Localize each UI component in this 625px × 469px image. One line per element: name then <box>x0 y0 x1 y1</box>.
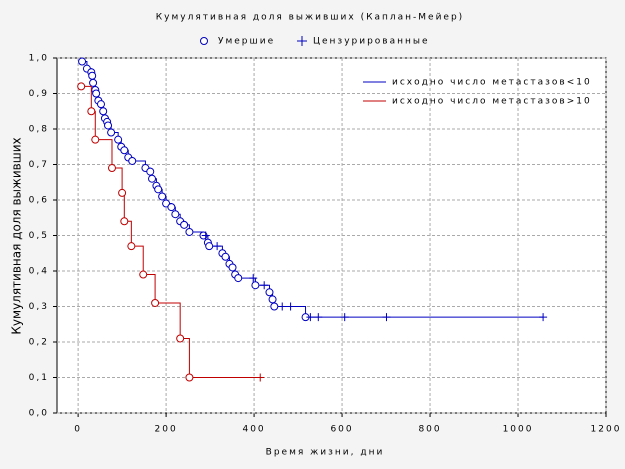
event-marker <box>265 288 274 297</box>
y-axis-label: Кумулятивная доля выживших <box>10 137 24 334</box>
x-tick-label: 400 <box>242 425 265 435</box>
y-tick-label: 0,7 <box>29 160 49 170</box>
event-marker <box>185 373 194 382</box>
event-marker <box>118 188 127 197</box>
event-marker <box>114 135 123 144</box>
y-tick-label: 0,1 <box>29 373 49 383</box>
censored-marker <box>201 231 210 240</box>
event-marker <box>88 71 97 80</box>
event-marker <box>158 192 167 201</box>
y-tick-label: 0,6 <box>29 196 49 206</box>
event-marker <box>154 185 163 194</box>
legend-label: исходно число метастазов<10 <box>392 78 592 88</box>
x-tick-label: 0 <box>74 425 82 435</box>
censored-marker <box>382 313 391 322</box>
x-tick-label: 1200 <box>591 425 622 435</box>
event-marker <box>146 167 155 176</box>
event-marker <box>107 164 116 173</box>
y-tick-label: 1,0 <box>29 54 49 64</box>
y-tick-label: 0,3 <box>29 302 49 312</box>
censored-marker <box>278 302 287 311</box>
event-marker <box>139 270 148 279</box>
event-marker <box>92 89 101 98</box>
event-marker <box>96 100 105 109</box>
event-marker <box>87 107 96 116</box>
event-marker <box>171 210 180 219</box>
step <box>155 302 181 339</box>
event-marker <box>107 128 116 137</box>
censored-marker <box>306 313 315 322</box>
censored-marker <box>286 302 295 311</box>
x-tick-label: 800 <box>418 425 441 435</box>
event-marker <box>89 78 98 87</box>
censored-marker <box>256 373 265 382</box>
event-marker <box>221 252 230 261</box>
event-marker <box>120 217 129 226</box>
x-tick-label: 200 <box>155 425 178 435</box>
event-marker <box>120 146 129 155</box>
event-marker <box>77 82 86 91</box>
event-marker <box>128 156 137 165</box>
y-tick-label: 0,5 <box>29 231 49 241</box>
legend-label: исходно число метастазов>10 <box>392 97 592 107</box>
event-marker <box>99 107 108 116</box>
step <box>95 139 113 169</box>
censored-marker <box>213 242 222 251</box>
event-marker <box>104 121 113 130</box>
event-marker <box>78 57 87 66</box>
event-marker <box>91 135 100 144</box>
legend-censored-icon <box>297 36 307 46</box>
chart-title: Кумулятивная доля выживших (Каплан-Мейер… <box>156 13 464 23</box>
event-marker <box>176 334 185 343</box>
event-marker <box>148 174 157 183</box>
y-tick-label: 0,9 <box>29 89 49 99</box>
event-marker <box>127 242 136 251</box>
legend-event: Умершие <box>218 37 275 47</box>
censored-marker <box>249 274 258 283</box>
event-marker <box>167 203 176 212</box>
legend-censored: Цензурированные <box>313 37 430 47</box>
y-tick-label: 0,0 <box>29 409 49 419</box>
event-marker <box>185 227 194 236</box>
event-marker <box>268 295 277 304</box>
censored-marker <box>314 313 323 322</box>
x-tick-label: 600 <box>330 425 353 435</box>
x-axis-label: Время жизни, дни <box>266 448 385 458</box>
event-marker <box>228 263 237 272</box>
event-marker <box>270 302 279 311</box>
censored-marker <box>260 281 269 290</box>
event-marker <box>205 242 214 251</box>
event-marker <box>151 298 160 307</box>
y-tick-label: 0,4 <box>29 267 49 277</box>
event-marker <box>234 274 243 283</box>
censored-marker <box>539 313 548 322</box>
censored-marker <box>340 313 349 322</box>
legend-event-icon <box>200 37 208 45</box>
event-marker <box>180 220 189 229</box>
event-marker <box>251 281 260 290</box>
y-tick-label: 0,8 <box>29 125 49 135</box>
y-tick-label: 0,2 <box>29 338 49 348</box>
x-tick-label: 1000 <box>503 425 534 435</box>
